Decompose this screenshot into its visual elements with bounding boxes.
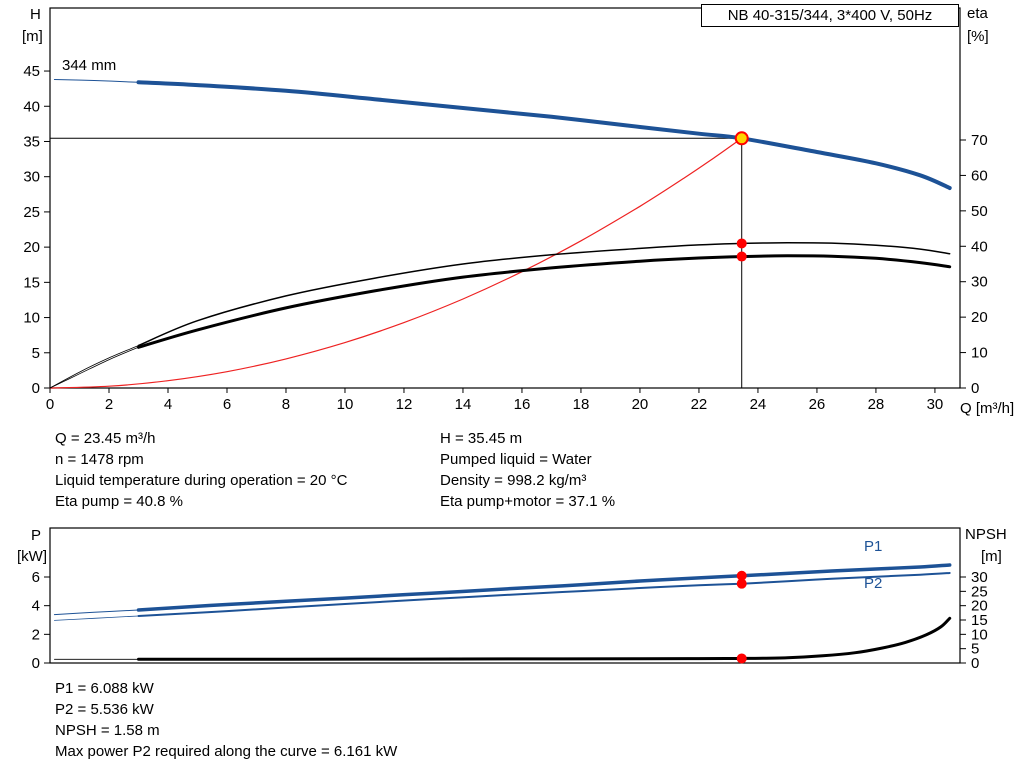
- x-tick-label: 30: [927, 396, 944, 413]
- x-tick-label: 18: [573, 396, 590, 413]
- eta-pump-motor-lead: [49, 346, 139, 389]
- p1-curve: [136, 563, 952, 612]
- pump-model-box: NB 40-315/344, 3*400 V, 50Hz: [701, 4, 959, 27]
- right-tick-label: 5: [971, 641, 979, 658]
- left-tick-label: 25: [23, 204, 40, 221]
- left-tick-label: 5: [32, 345, 40, 362]
- p2-value-text: P2 = 5.536 kW: [55, 701, 154, 718]
- eta-axis-title: eta: [967, 5, 988, 22]
- right-tick-label: 10: [971, 626, 988, 643]
- h-axis-title: H: [30, 6, 41, 23]
- x-tick-label: 8: [282, 396, 290, 413]
- x-tick-label: 0: [46, 396, 54, 413]
- left-tick-label: 10: [23, 310, 40, 327]
- npsh-curve: [137, 616, 952, 661]
- left-tick-label: 20: [23, 239, 40, 256]
- hq-curve-lead: [53, 79, 139, 83]
- left-tick-label: 0: [32, 380, 40, 397]
- duty-point-marker: [734, 131, 749, 146]
- left-tick-label: 2: [32, 626, 40, 643]
- right-tick-label: 30: [971, 569, 988, 586]
- right-tick-label: 30: [971, 274, 988, 291]
- right-tick-label: 15: [971, 612, 988, 629]
- right-tick-label: 70: [971, 132, 988, 149]
- duty-head-text: H = 35.45 m: [440, 430, 523, 447]
- duty-info-right: H = 35.45 m Pumped liquid = Water Densit…: [440, 428, 615, 512]
- left-tick-label: 30: [23, 169, 40, 186]
- left-tick-label: 6: [32, 569, 40, 586]
- npsh-value-text: NPSH = 1.58 m: [55, 722, 160, 739]
- pump-model-label: NB 40-315/344, 3*400 V, 50Hz: [727, 7, 933, 24]
- p2-curve-lead: [54, 615, 139, 621]
- x-tick-label: 22: [691, 396, 708, 413]
- bottom-plot-border: [49, 527, 961, 664]
- right-tick-label: 25: [971, 583, 988, 600]
- right-tick-label: 40: [971, 238, 988, 255]
- q-axis-label: Q [m³/h]: [960, 400, 1015, 417]
- right-tick-label: 20: [971, 598, 988, 615]
- x-tick-label: 4: [164, 396, 172, 413]
- x-tick-label: 20: [632, 396, 649, 413]
- npsh-axis-title: NPSH: [965, 526, 1007, 543]
- duty-temperature-text: Liquid temperature during operation = 20…: [55, 472, 348, 489]
- eta-pump-motor-point-marker: [736, 251, 747, 262]
- hq-curve: [136, 80, 952, 190]
- x-tick-label: 26: [809, 396, 826, 413]
- p1-curve-label: P1: [864, 538, 883, 555]
- right-tick-label: 10: [971, 345, 988, 362]
- eta-axis-unit: [%]: [967, 28, 989, 45]
- p1-value-text: P1 = 6.088 kW: [55, 680, 154, 697]
- right-tick-label: 50: [971, 203, 988, 220]
- duty-speed-text: n = 1478 rpm: [55, 451, 144, 468]
- duty-density-text: Density = 998.2 kg/m³: [440, 472, 587, 489]
- left-tick-label: 35: [23, 133, 40, 150]
- npsh-point-marker: [736, 653, 747, 664]
- x-tick-label: 24: [750, 396, 767, 413]
- x-tick-label: 16: [514, 396, 531, 413]
- impeller-size-label: 344 mm: [62, 57, 117, 74]
- top-plot-border: [49, 7, 961, 389]
- right-tick-label: 0: [971, 655, 979, 672]
- p-axis-unit: [kW]: [17, 548, 47, 565]
- duty-flow-text: Q = 23.45 m³/h: [55, 430, 156, 447]
- p-axis-title: P: [31, 527, 42, 544]
- power-info: P1 = 6.088 kW P2 = 5.536 kW NPSH = 1.58 …: [55, 678, 397, 762]
- system-curve: [49, 137, 743, 389]
- right-tick-label: 60: [971, 167, 988, 184]
- x-tick-label: 6: [223, 396, 231, 413]
- left-tick-label: 0: [32, 655, 40, 672]
- x-tick-label: 10: [337, 396, 354, 413]
- p2-curve-label: P2: [864, 575, 883, 592]
- x-tick-label: 28: [868, 396, 885, 413]
- left-tick-label: 4: [32, 598, 40, 615]
- x-tick-label: 2: [105, 396, 113, 413]
- p2-point-marker: [736, 578, 747, 589]
- left-tick-label: 40: [23, 98, 40, 115]
- duty-liquid-text: Pumped liquid = Water: [440, 451, 592, 468]
- npsh-axis-unit: [m]: [981, 548, 1002, 565]
- left-tick-label: 15: [23, 274, 40, 291]
- duty-eta-pump-motor-text: Eta pump+motor = 37.1 %: [440, 493, 616, 510]
- p1-curve-lead: [53, 609, 139, 616]
- eta-pump-curve: [137, 241, 951, 347]
- duty-eta-pump-text: Eta pump = 40.8 %: [55, 493, 183, 510]
- right-tick-label: 20: [971, 309, 988, 326]
- eta-pump-motor-curve: [137, 254, 952, 349]
- x-tick-label: 14: [455, 396, 472, 413]
- p1-point-marker: [736, 570, 747, 581]
- eta-pump-point-marker: [736, 238, 747, 249]
- left-tick-label: 45: [23, 63, 40, 80]
- max-power-value-text: Max power P2 required along the curve = …: [55, 743, 398, 760]
- p2-curve: [137, 572, 951, 617]
- h-axis-unit: [m]: [22, 28, 43, 45]
- right-tick-label: 0: [971, 380, 979, 397]
- x-tick-label: 12: [396, 396, 413, 413]
- duty-info-left: Q = 23.45 m³/h n = 1478 rpm Liquid tempe…: [55, 428, 347, 512]
- eta-pump-lead: [49, 345, 139, 389]
